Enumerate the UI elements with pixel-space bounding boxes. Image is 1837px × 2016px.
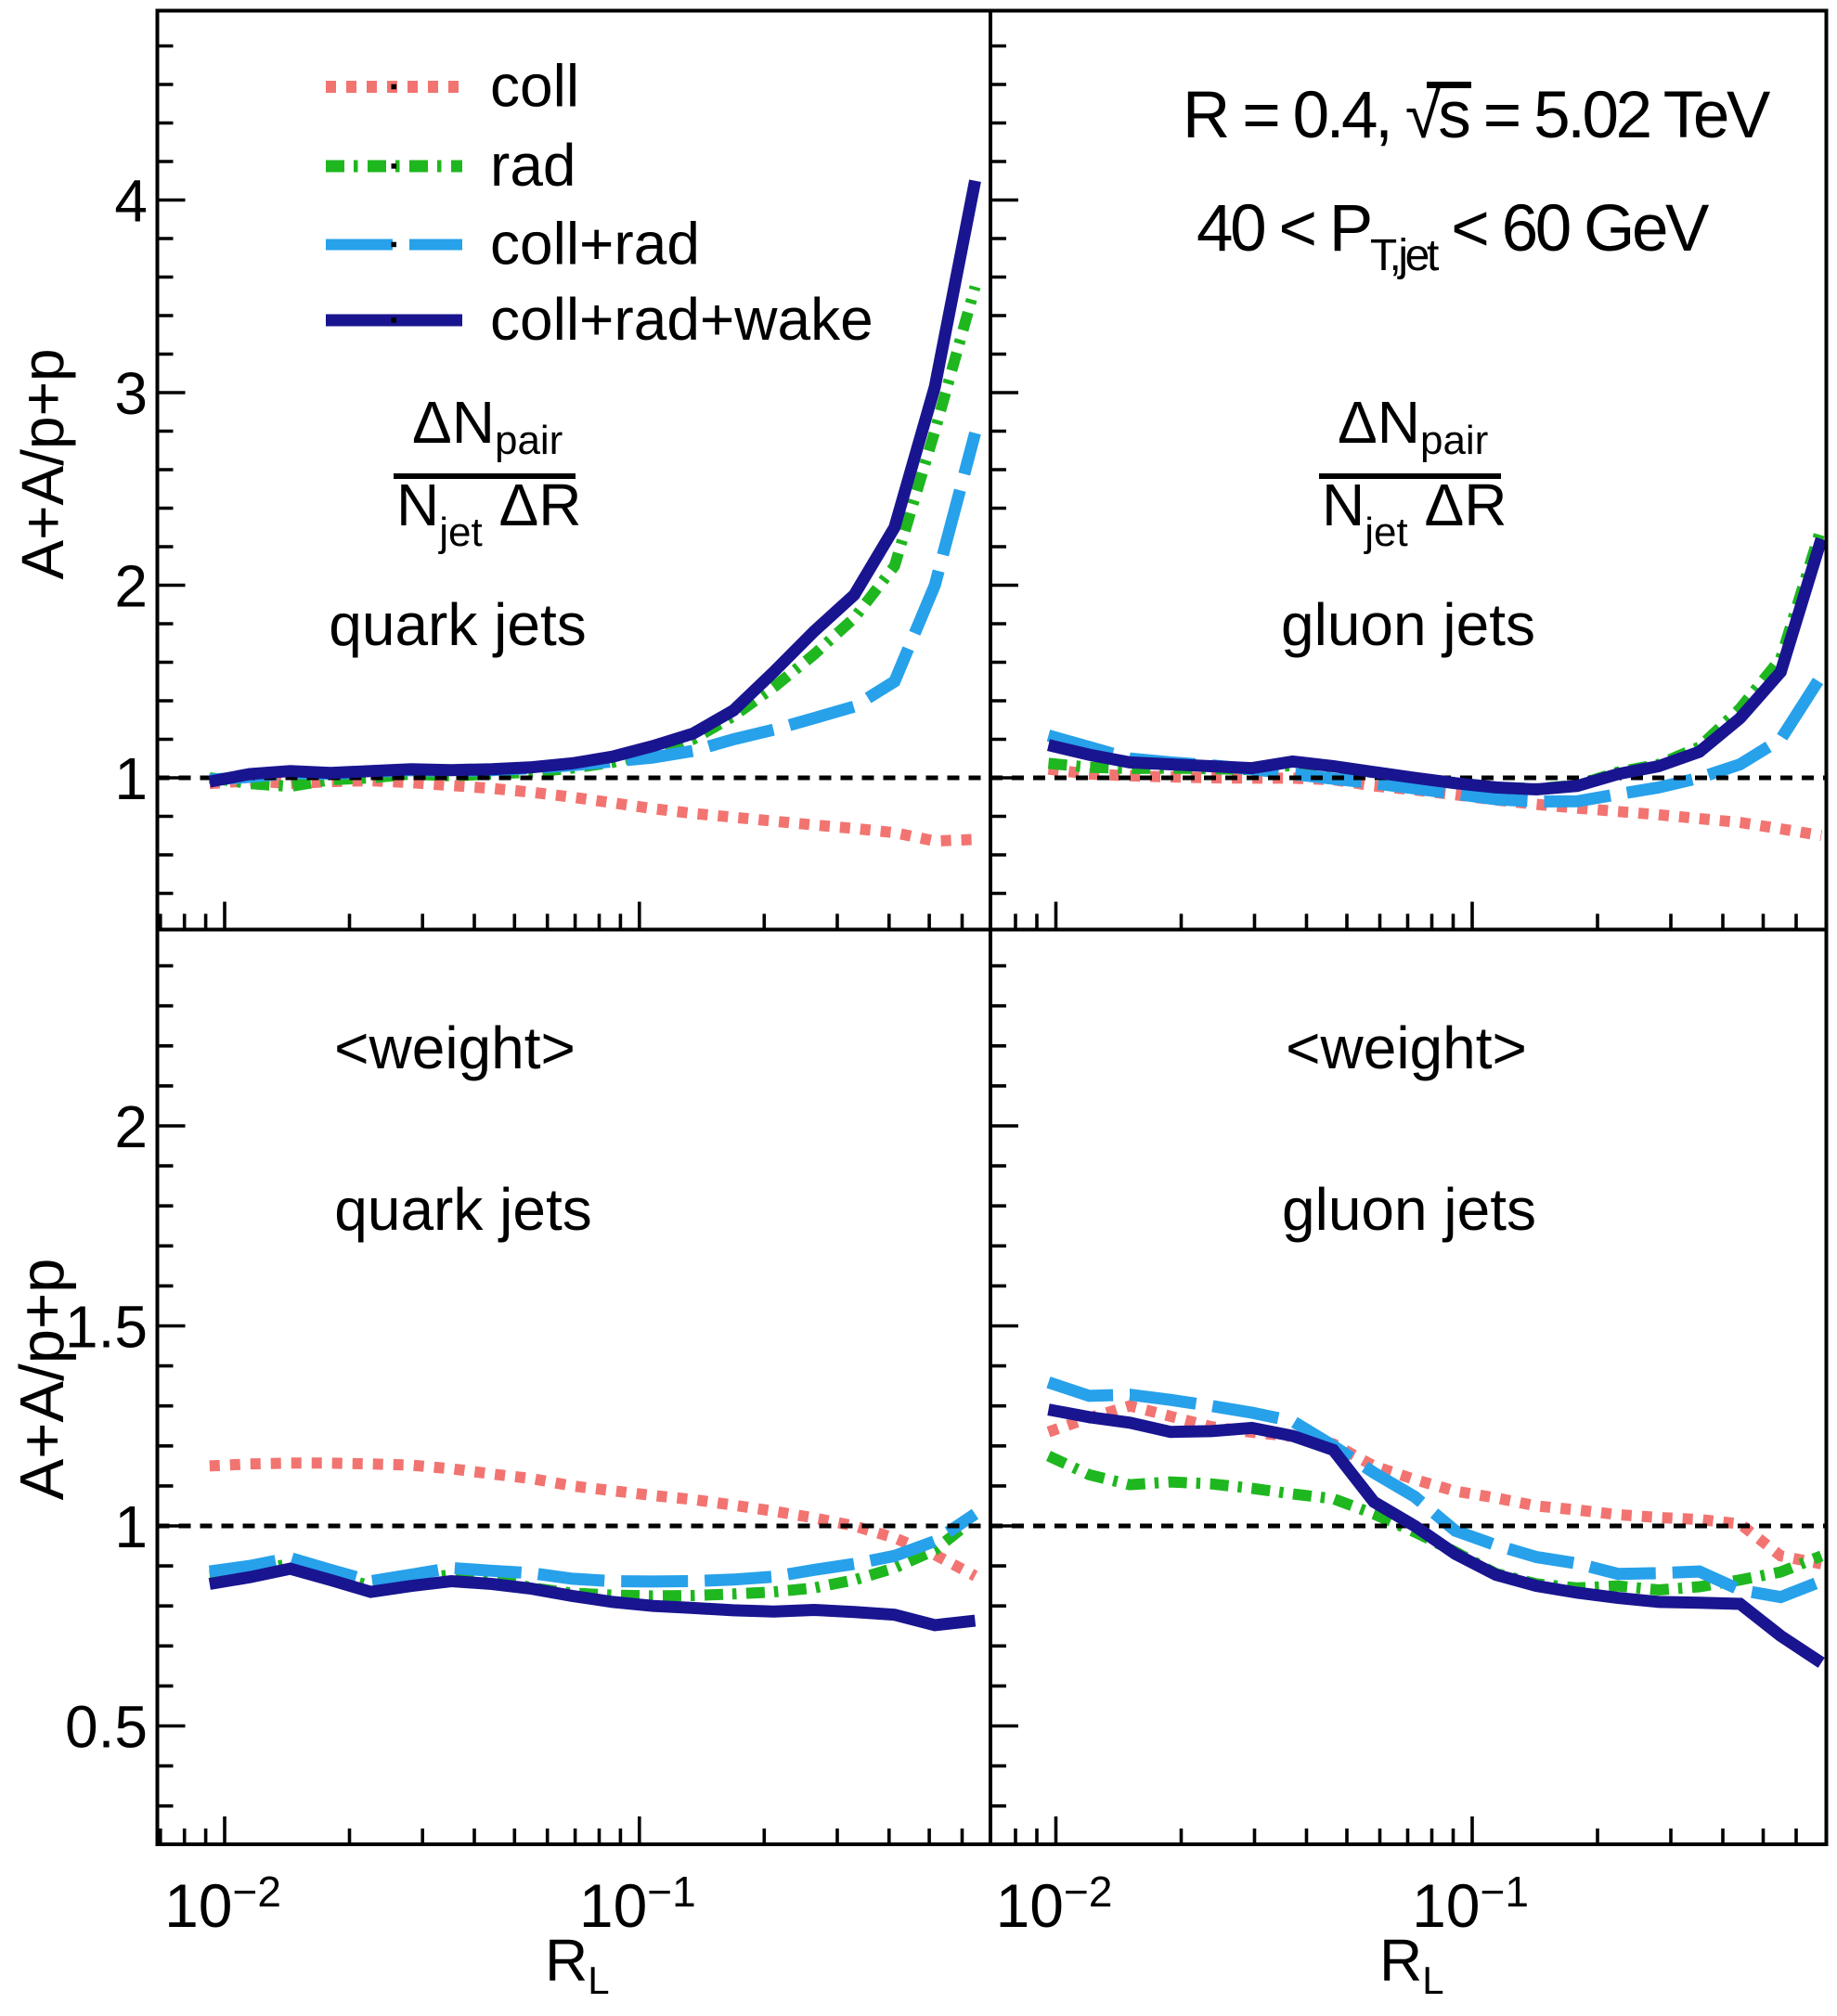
svg-text:1: 1 bbox=[114, 1493, 148, 1560]
svg-text:2: 2 bbox=[114, 1093, 148, 1160]
svg-text:quark jets: quark jets bbox=[329, 591, 586, 658]
svg-text:coll: coll bbox=[490, 53, 579, 120]
svg-text:quark jets: quark jets bbox=[334, 1176, 591, 1243]
svg-text:0.5: 0.5 bbox=[65, 1694, 148, 1761]
svg-text:<weight>: <weight> bbox=[334, 1014, 576, 1081]
svg-text:3: 3 bbox=[114, 360, 148, 427]
svg-text:A+A/p+p: A+A/p+p bbox=[9, 348, 76, 579]
svg-text:<weight>: <weight> bbox=[1286, 1014, 1527, 1081]
svg-text:A+A/p+p: A+A/p+p bbox=[7, 1259, 77, 1501]
svg-text:10−1: 10−1 bbox=[1412, 1867, 1529, 1940]
svg-text:10−2: 10−2 bbox=[996, 1867, 1113, 1940]
svg-text:1: 1 bbox=[114, 745, 148, 812]
svg-text:coll+rad: coll+rad bbox=[490, 211, 700, 278]
svg-text:gluon jets: gluon jets bbox=[1281, 591, 1535, 658]
svg-text:gluon jets: gluon jets bbox=[1282, 1176, 1536, 1243]
svg-text:R = 0.4, √s = 5.02 TeV: R = 0.4, √s = 5.02 TeV bbox=[1183, 79, 1771, 152]
svg-text:2: 2 bbox=[114, 553, 148, 620]
svg-text:1.5: 1.5 bbox=[65, 1294, 148, 1361]
svg-text:coll+rad+wake: coll+rad+wake bbox=[490, 286, 873, 353]
svg-text:10−1: 10−1 bbox=[579, 1867, 696, 1940]
svg-text:rad: rad bbox=[490, 132, 576, 199]
svg-text:4: 4 bbox=[114, 168, 148, 235]
